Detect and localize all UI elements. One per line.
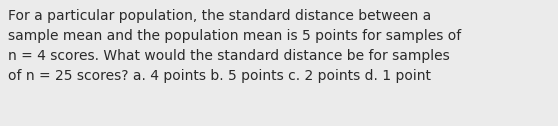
Text: For a particular population, the standard distance between a
sample mean and the: For a particular population, the standar… xyxy=(8,9,461,83)
